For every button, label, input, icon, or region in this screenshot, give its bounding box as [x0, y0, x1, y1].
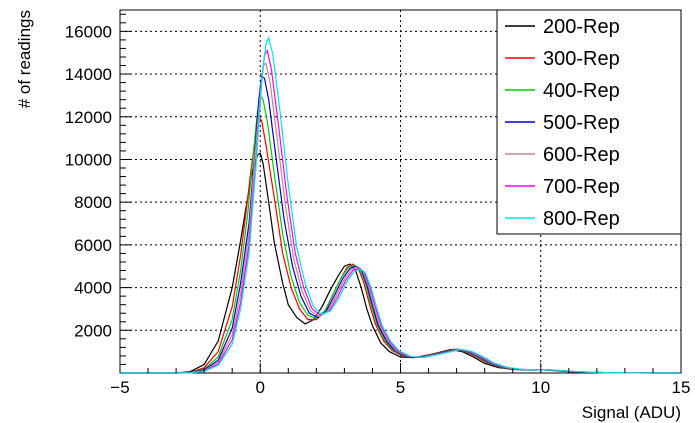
legend-label: 500-Rep — [543, 112, 620, 134]
x-tick-label: 15 — [672, 378, 691, 397]
x-tick-label: 10 — [531, 378, 550, 397]
legend-label: 400-Rep — [543, 80, 620, 102]
y-tick-label: 8000 — [74, 193, 112, 212]
axis-ticks: −5 0 5 10 15 2000 4000 6000 8000 10000 12000 14000 1… — [65, 13, 691, 397]
y-tick-label: 14000 — [65, 65, 112, 84]
y-tick-label: 12000 — [65, 108, 112, 127]
y-tick-label: 6000 — [74, 236, 112, 255]
legend: 200-Rep 300-Rep 400-Rep 500-Rep 600-Rep 700-R… — [496, 9, 682, 235]
y-tick-label: 2000 — [74, 321, 112, 340]
legend-label: 700-Rep — [543, 176, 620, 198]
legend-label: 300-Rep — [543, 48, 620, 70]
x-tick-label: 0 — [256, 378, 265, 397]
x-tick-label: −5 — [110, 378, 129, 397]
y-tick-label: 10000 — [65, 150, 112, 169]
legend-label: 200-Rep — [543, 16, 620, 38]
legend-label: 800-Rep — [543, 208, 620, 230]
y-axis-label: # of readings — [15, 10, 34, 108]
x-axis-label: Signal (ADU) — [582, 403, 681, 422]
legend-label: 600-Rep — [543, 144, 620, 166]
x-tick-label: 5 — [396, 378, 405, 397]
y-tick-label: 16000 — [65, 22, 112, 41]
y-tick-label: 4000 — [74, 279, 112, 298]
